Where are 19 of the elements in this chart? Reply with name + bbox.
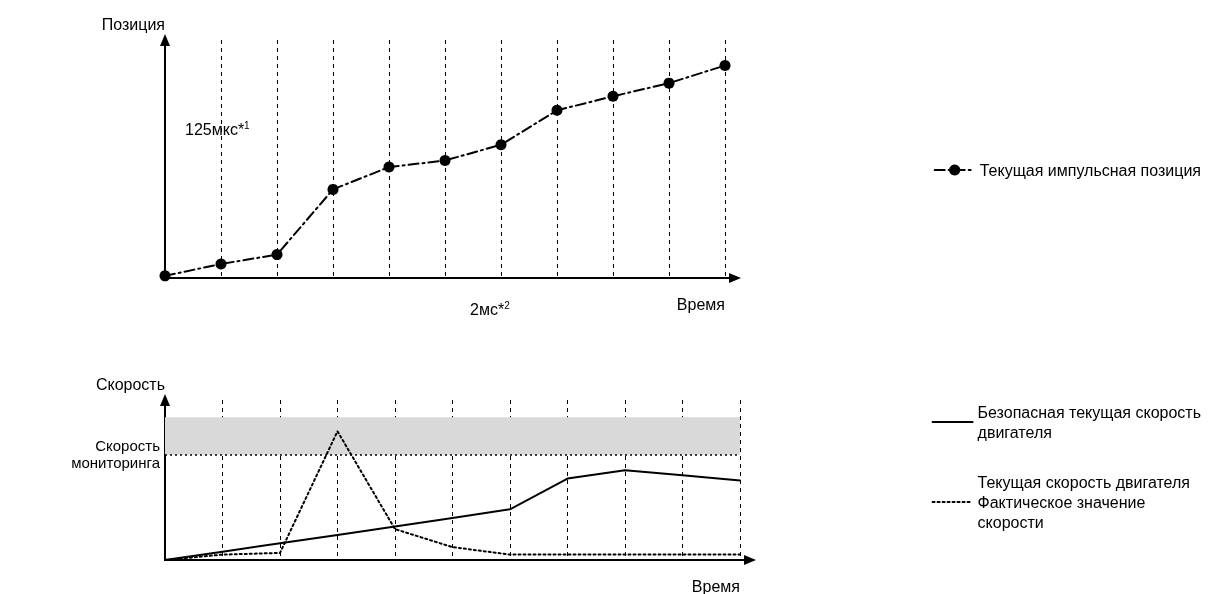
y-axis-title: Скорость [95, 375, 165, 393]
legend-label: Текущая скорость двигателя Фактическое значение скорости [977, 473, 1190, 531]
x-axis-title: Время [691, 577, 740, 594]
point [719, 60, 731, 71]
x-axis-title: Время [676, 295, 725, 313]
legend-label: Безопасная текущая скорость двигателя [977, 403, 1202, 441]
legend-label: Текущая импульсная позиция [979, 161, 1201, 179]
point [439, 154, 451, 166]
point [607, 90, 619, 102]
point [271, 249, 283, 261]
point [215, 258, 227, 270]
y-axis-title: Позиция [101, 15, 165, 33]
point [159, 270, 171, 282]
point [663, 77, 675, 89]
point [551, 104, 563, 116]
point [495, 139, 507, 151]
ref-line-label: Скорость мониторинга [71, 437, 161, 472]
point [327, 183, 339, 195]
point [383, 161, 395, 173]
